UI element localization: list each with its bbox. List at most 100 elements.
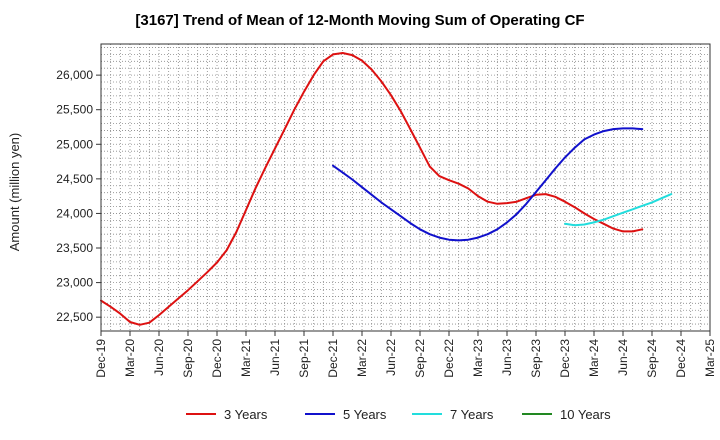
x-tick-label: Sep-24 bbox=[645, 339, 659, 378]
x-tick-label: Mar-21 bbox=[239, 339, 253, 377]
data-point-3-years bbox=[448, 179, 450, 181]
data-point-3-years bbox=[168, 306, 170, 308]
data-point-5-years bbox=[574, 147, 576, 149]
data-point-3-years bbox=[226, 249, 228, 251]
data-point-3-years bbox=[438, 175, 440, 177]
legend-label-10-years: 10 Years bbox=[560, 407, 611, 422]
data-point-7-years bbox=[593, 221, 595, 223]
data-point-5-years bbox=[632, 127, 634, 129]
data-point-5-years bbox=[477, 237, 479, 239]
data-point-3-years bbox=[235, 231, 237, 233]
data-point-7-years bbox=[603, 219, 605, 221]
data-point-5-years bbox=[467, 239, 469, 241]
data-point-5-years bbox=[554, 167, 556, 170]
x-tick-label: Dec-20 bbox=[210, 339, 224, 378]
data-point-5-years bbox=[429, 233, 431, 235]
data-point-3-years bbox=[554, 196, 556, 198]
data-point-3-years bbox=[255, 187, 257, 189]
y-tick-label: 24,000 bbox=[56, 206, 93, 220]
data-point-3-years bbox=[583, 212, 585, 214]
data-point-5-years bbox=[390, 208, 392, 210]
data-point-5-years bbox=[361, 186, 363, 188]
data-point-7-years bbox=[583, 223, 585, 226]
data-point-7-years bbox=[622, 212, 624, 214]
data-point-5-years bbox=[516, 213, 518, 215]
data-point-3-years bbox=[419, 147, 421, 149]
data-point-3-years bbox=[313, 74, 315, 76]
data-point-3-years bbox=[177, 297, 179, 300]
data-point-5-years bbox=[525, 203, 527, 205]
data-point-3-years bbox=[361, 60, 363, 62]
y-tick-label: 26,000 bbox=[56, 68, 93, 82]
data-point-3-years bbox=[216, 261, 218, 264]
data-point-3-years bbox=[400, 110, 402, 112]
data-point-3-years bbox=[564, 201, 566, 203]
data-point-3-years bbox=[390, 94, 392, 96]
data-point-5-years bbox=[612, 128, 614, 130]
data-point-3-years bbox=[467, 187, 469, 190]
data-point-5-years bbox=[496, 228, 498, 230]
data-point-3-years bbox=[535, 194, 537, 196]
x-tick-label: Jun-20 bbox=[152, 339, 166, 376]
data-point-3-years bbox=[139, 324, 141, 326]
x-tick-label: Sep-21 bbox=[297, 339, 311, 378]
x-tick-label: Jun-22 bbox=[384, 339, 398, 376]
data-point-3-years bbox=[332, 53, 334, 56]
plot-frame bbox=[100, 43, 711, 332]
data-point-7-years bbox=[574, 224, 576, 226]
y-axis-title: Amount (million yen) bbox=[7, 133, 22, 252]
legend-label-7-years: 7 Years bbox=[450, 407, 494, 422]
data-point-3-years bbox=[342, 52, 344, 54]
x-tick-label: Jun-23 bbox=[500, 339, 514, 376]
y-tick-label: 25,500 bbox=[56, 103, 93, 117]
series-line-7-years bbox=[564, 193, 673, 227]
data-point-5-years bbox=[535, 191, 537, 193]
data-point-7-years bbox=[661, 197, 663, 199]
data-point-5-years bbox=[371, 194, 373, 196]
data-point-5-years bbox=[448, 239, 450, 241]
data-point-3-years bbox=[632, 230, 634, 232]
y-tick-label: 23,000 bbox=[56, 276, 93, 290]
data-point-3-years bbox=[429, 165, 431, 167]
grid bbox=[101, 44, 710, 332]
data-point-5-years bbox=[438, 237, 440, 239]
data-point-3-years bbox=[206, 271, 208, 273]
data-point-3-years bbox=[274, 147, 276, 149]
data-point-5-years bbox=[419, 228, 421, 230]
data-point-5-years bbox=[487, 233, 489, 235]
data-point-3-years bbox=[197, 280, 199, 282]
legend-label-5-years: 5 Years bbox=[343, 407, 387, 422]
data-point-5-years bbox=[342, 172, 344, 174]
data-point-5-years bbox=[351, 178, 353, 181]
data-point-3-years bbox=[603, 223, 605, 225]
data-point-3-years bbox=[293, 109, 295, 111]
x-tick-label: Mar-25 bbox=[703, 339, 717, 377]
plot-area bbox=[101, 44, 710, 331]
data-point-7-years bbox=[641, 205, 643, 207]
series-3-years bbox=[100, 52, 644, 326]
x-tick-label: Dec-22 bbox=[442, 339, 456, 378]
x-tick-label: Sep-22 bbox=[413, 339, 427, 378]
y-tick-label: 23,500 bbox=[56, 241, 93, 255]
data-point-5-years bbox=[622, 127, 624, 129]
data-point-3-years bbox=[593, 218, 595, 220]
y-tick-label: 24,500 bbox=[56, 172, 93, 186]
data-point-5-years bbox=[380, 201, 382, 203]
data-point-3-years bbox=[129, 321, 131, 323]
data-point-7-years bbox=[632, 208, 634, 210]
x-tick-label: Jun-21 bbox=[268, 339, 282, 376]
x-tick-label: Sep-20 bbox=[181, 339, 195, 378]
data-point-3-years bbox=[525, 197, 527, 199]
data-point-5-years bbox=[409, 222, 411, 224]
data-point-3-years bbox=[545, 193, 547, 195]
data-point-5-years bbox=[603, 130, 605, 132]
data-point-3-years bbox=[641, 228, 643, 230]
data-point-7-years bbox=[564, 223, 566, 225]
data-point-5-years bbox=[506, 221, 508, 223]
data-point-3-years bbox=[110, 306, 112, 308]
data-point-3-years bbox=[187, 289, 189, 291]
data-point-5-years bbox=[332, 165, 334, 167]
y-tick-label: 22,500 bbox=[56, 310, 93, 324]
x-tick-label: Dec-19 bbox=[94, 339, 108, 378]
